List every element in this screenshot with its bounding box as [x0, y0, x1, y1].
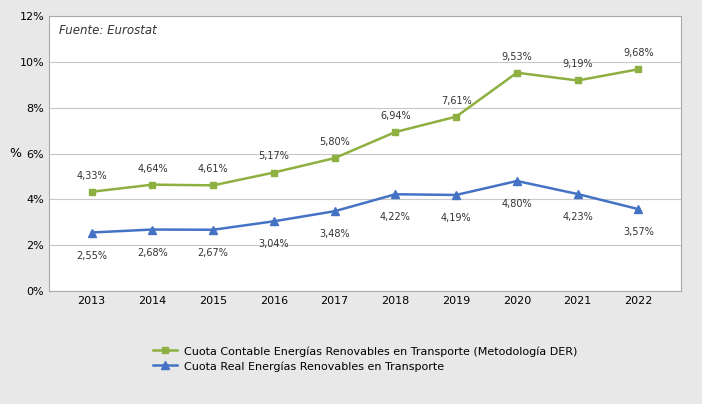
Text: 4,64%: 4,64%	[137, 164, 168, 174]
Text: 2,67%: 2,67%	[198, 248, 229, 258]
Text: 3,57%: 3,57%	[623, 227, 654, 237]
Text: 4,23%: 4,23%	[562, 212, 593, 222]
Text: 9,53%: 9,53%	[501, 52, 532, 61]
Text: 7,61%: 7,61%	[441, 96, 472, 105]
Y-axis label: %: %	[9, 147, 21, 160]
Text: 3,48%: 3,48%	[319, 229, 350, 239]
Text: 6,94%: 6,94%	[380, 111, 411, 121]
Text: 4,61%: 4,61%	[198, 164, 228, 174]
Text: 5,80%: 5,80%	[319, 137, 350, 147]
Text: 2,68%: 2,68%	[137, 248, 168, 258]
Text: 4,19%: 4,19%	[441, 213, 472, 223]
Text: 9,68%: 9,68%	[623, 48, 654, 58]
Text: 2,55%: 2,55%	[76, 250, 107, 261]
Text: 3,04%: 3,04%	[258, 239, 289, 249]
Text: 9,19%: 9,19%	[562, 59, 593, 69]
Text: Fuente: Eurostat: Fuente: Eurostat	[59, 24, 157, 38]
Text: 4,80%: 4,80%	[502, 199, 532, 209]
Legend: Cuota Contable Energías Renovables en Transporte (Metodología DER), Cuota Real E: Cuota Contable Energías Renovables en Tr…	[153, 346, 577, 372]
Text: 5,17%: 5,17%	[258, 152, 289, 162]
Text: 4,22%: 4,22%	[380, 213, 411, 222]
Text: 4,33%: 4,33%	[77, 170, 107, 181]
